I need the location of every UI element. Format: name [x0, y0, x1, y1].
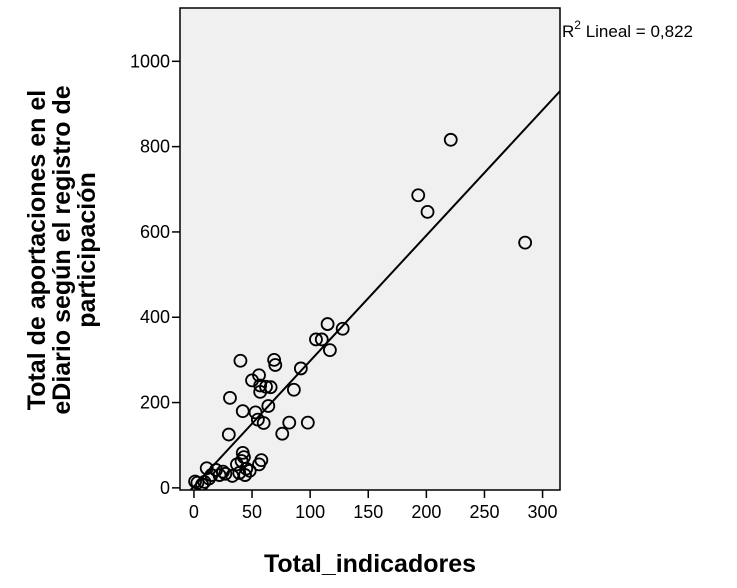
- x-tick-label: 200: [411, 502, 441, 522]
- data-point: [253, 378, 268, 393]
- fit-line: [189, 90, 560, 490]
- data-point: [252, 368, 266, 383]
- data-point: [293, 361, 308, 376]
- data-point: [238, 468, 252, 482]
- data-point: [420, 204, 435, 219]
- data-point: [443, 132, 458, 147]
- x-axis-title: Total_indicadores: [264, 550, 476, 578]
- data-point: [218, 466, 233, 481]
- r2-value: Lineal = 0,822: [581, 22, 693, 41]
- data-point: [263, 380, 278, 395]
- plot-frame: [179, 7, 561, 491]
- y-tick-label: 400: [140, 307, 170, 327]
- data-point: [199, 461, 214, 476]
- data-point: [314, 332, 329, 347]
- data-point: [259, 379, 273, 394]
- data-point: [309, 332, 323, 347]
- y-tick-label: 1000: [130, 51, 170, 71]
- data-point: [282, 415, 297, 430]
- data-point: [268, 358, 283, 372]
- x-tick-label: 50: [242, 502, 262, 522]
- x-tick-label: 100: [295, 502, 325, 522]
- data-point: [323, 343, 337, 357]
- x-tick-label: 150: [353, 502, 383, 522]
- y-axis-title-line-3: participación: [73, 172, 101, 328]
- data-point: [320, 317, 335, 331]
- data-point: [242, 463, 257, 478]
- data-point: [235, 404, 250, 418]
- data-point: [254, 453, 269, 468]
- data-point: [256, 416, 271, 430]
- data-point: [286, 382, 301, 397]
- y-axis-title: Total de aportaciones en el eDiario segú…: [23, 85, 101, 414]
- x-tick-label: 250: [469, 502, 499, 522]
- y-axis-title-line-1: Total de aportaciones en el: [23, 90, 51, 410]
- r2-superscript: 2: [574, 18, 581, 32]
- data-point: [411, 188, 426, 203]
- data-point: [221, 427, 236, 442]
- y-tick-label: 800: [140, 137, 170, 157]
- data-point: [518, 235, 533, 250]
- data-point: [300, 415, 315, 430]
- data-point: [267, 353, 282, 367]
- data-point: [261, 399, 276, 413]
- y-tick-label: 0: [160, 478, 170, 498]
- data-point: [223, 390, 237, 405]
- data-point: [233, 353, 248, 368]
- plot-area: [180, 8, 560, 490]
- x-tick-label: 300: [528, 502, 558, 522]
- data-point: [275, 426, 290, 441]
- y-tick-label: 200: [140, 393, 170, 413]
- y-axis-title-line-2: eDiario según el registro de: [48, 85, 76, 414]
- x-tick-label: 0: [189, 502, 199, 522]
- data-point: [335, 321, 350, 336]
- r2-annotation: R2 Lineal = 0,822: [562, 18, 693, 41]
- y-tick-label: 600: [140, 222, 170, 242]
- r2-prefix: R: [562, 22, 574, 41]
